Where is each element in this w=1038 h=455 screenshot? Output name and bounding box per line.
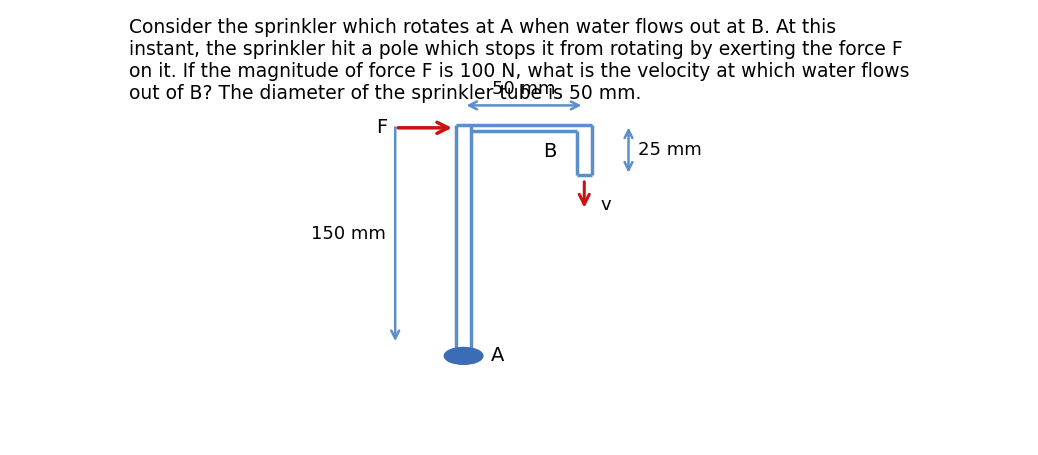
Circle shape [444,348,483,364]
Text: A: A [491,346,504,365]
Text: 25 mm: 25 mm [638,141,702,159]
Text: 150 mm: 150 mm [310,225,385,243]
Text: 50 mm: 50 mm [492,80,555,98]
Text: v: v [600,196,611,214]
Text: F: F [376,118,387,137]
Text: Consider the sprinkler which rotates at A when water flows out at B. At this
ins: Consider the sprinkler which rotates at … [129,18,909,103]
Text: B: B [544,142,557,162]
